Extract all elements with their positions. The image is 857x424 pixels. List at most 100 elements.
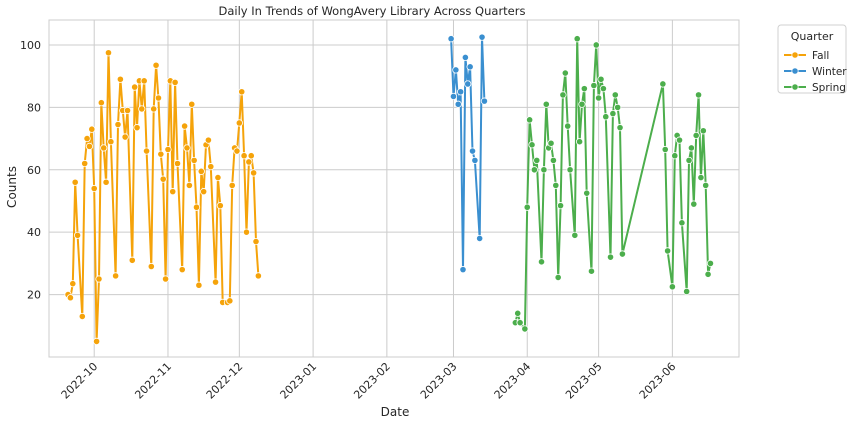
data-point [252, 237, 260, 246]
data-point [457, 88, 465, 96]
data-point [580, 85, 588, 93]
data-point [169, 188, 177, 196]
data-point [226, 297, 234, 305]
data-point [571, 231, 579, 239]
series-winter [447, 33, 489, 274]
data-point [618, 250, 627, 258]
data-point [95, 275, 103, 283]
data-point [245, 158, 253, 166]
data-point [533, 156, 541, 165]
data-point [123, 106, 132, 115]
data-point [476, 234, 484, 243]
data-point [214, 173, 222, 182]
data-point [521, 325, 529, 333]
data-point [140, 77, 148, 85]
data-point [147, 262, 155, 271]
x-tick-label: 2023-06 [637, 360, 679, 402]
data-point [138, 105, 146, 113]
data-point [131, 83, 139, 91]
data-point [150, 105, 158, 113]
data-point [478, 33, 486, 41]
data-point [250, 169, 258, 177]
legend-box [777, 24, 847, 94]
legend-title: Quarter [791, 30, 834, 43]
data-point [88, 125, 96, 133]
data-point [599, 85, 607, 93]
data-point [540, 166, 548, 174]
y-tick-label: 40 [27, 226, 41, 239]
data-point [447, 35, 455, 43]
data-point [528, 141, 536, 149]
data-point [595, 94, 603, 102]
legend-swatch-marker [791, 51, 799, 59]
data-point [78, 312, 86, 321]
data-point [668, 283, 676, 291]
data-point [66, 294, 75, 302]
data-point [71, 178, 79, 186]
y-tick-label: 100 [20, 39, 41, 52]
data-point [587, 267, 596, 275]
data-point [228, 181, 236, 189]
data-point [516, 319, 524, 327]
data-point [254, 272, 262, 280]
data-point [611, 91, 619, 99]
legend: Quarter Fall Winter Spring [777, 24, 847, 94]
x-tick-label: 2023-04 [492, 360, 534, 402]
data-point [216, 202, 224, 210]
series-spring [511, 35, 715, 333]
data-point [583, 189, 591, 197]
data-point [616, 124, 624, 132]
data-point [159, 175, 167, 183]
data-point [133, 124, 141, 132]
series-line [450, 36, 486, 271]
data-point [197, 167, 205, 175]
data-point [578, 100, 586, 108]
data-point [459, 266, 467, 274]
data-point [69, 280, 77, 288]
data-point [116, 75, 124, 83]
data-point [566, 166, 574, 174]
data-point [468, 147, 477, 155]
data-point [537, 258, 546, 266]
data-point [471, 156, 479, 165]
y-axis-label: Counts [5, 166, 19, 208]
data-point [609, 110, 617, 118]
data-point [188, 100, 196, 108]
x-axis-label: Date [381, 405, 410, 419]
data-point [597, 75, 605, 83]
data-point [549, 156, 558, 165]
data-point [661, 145, 669, 154]
data-point [178, 266, 186, 274]
x-tick-label: 2022-11 [132, 360, 174, 402]
data-point [233, 147, 241, 155]
data-point [706, 259, 715, 267]
data-point [200, 188, 208, 196]
data-point [173, 159, 182, 168]
legend-swatch-marker [791, 83, 799, 91]
data-point [592, 41, 600, 49]
data-point [526, 116, 534, 124]
data-point [92, 337, 101, 345]
legend-entry-winter: Winter [812, 66, 847, 78]
data-point [530, 166, 538, 174]
data-point [90, 184, 98, 193]
data-point [675, 136, 684, 144]
x-tick-label: 2023-03 [418, 360, 460, 402]
data-point [247, 152, 255, 160]
data-point [154, 94, 163, 102]
data-point [121, 133, 129, 141]
data-point [185, 181, 193, 189]
x-tick-label: 2023-05 [563, 360, 605, 402]
data-point [100, 144, 108, 152]
data-point [190, 156, 198, 165]
data-point [697, 173, 705, 182]
y-tick-label: 60 [27, 164, 41, 177]
data-point [704, 270, 712, 278]
data-point [687, 144, 696, 152]
data-point [157, 150, 165, 158]
data-point [659, 80, 667, 88]
data-point [81, 159, 89, 168]
data-point [107, 138, 115, 146]
data-point [97, 99, 105, 107]
